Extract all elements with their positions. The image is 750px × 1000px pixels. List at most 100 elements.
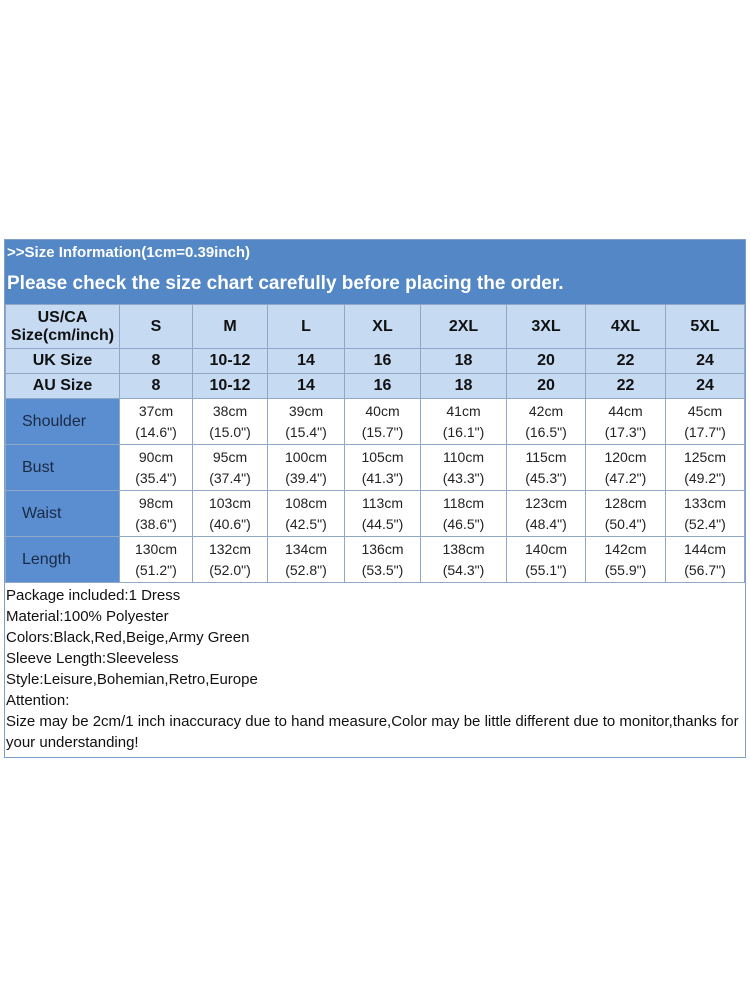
cm-value: 105cm	[361, 448, 404, 465]
cm-value: 128cm	[604, 494, 647, 511]
inch-value: (16.1")	[442, 423, 485, 440]
size-info-title: >>Size Information(1cm=0.39inch)	[7, 244, 250, 261]
note-line: Material:100% Polyester	[6, 608, 169, 625]
measurement-cell: 95cm (37.4")	[192, 444, 268, 491]
inch-value: (14.6")	[135, 423, 177, 440]
cm-value: 123cm	[524, 494, 568, 511]
inch-value: (55.9")	[604, 561, 647, 578]
note-line: Attention:	[6, 692, 70, 709]
measurement-label: Length	[5, 536, 120, 583]
size-chart: >>Size Information(1cm=0.39inch) Please …	[4, 239, 746, 758]
measurement-cell: 105cm (41.3")	[344, 444, 421, 491]
inch-value: (17.7")	[684, 423, 726, 440]
cm-value: 130cm	[134, 540, 178, 557]
size-header-cell: 2XL	[420, 304, 507, 349]
cm-value: 41cm	[446, 402, 481, 419]
cm-value: 133cm	[683, 494, 727, 511]
inch-value: (15.7")	[361, 423, 404, 440]
measurement-cell: 108cm (42.5")	[267, 490, 345, 537]
cm-value: 40cm	[365, 402, 400, 419]
cm-value: 118cm	[443, 494, 484, 511]
au-size-cell: 8	[119, 373, 193, 399]
inch-value: (17.3")	[604, 423, 647, 440]
measurement-cell: 120cm (47.2")	[585, 444, 666, 491]
size-header-cell: M	[192, 304, 268, 349]
au-size-cell: 22	[585, 373, 666, 399]
inch-value: (55.1")	[525, 561, 567, 578]
header-banner: >>Size Information(1cm=0.39inch) Please …	[5, 240, 745, 304]
au-size-cell: 16	[344, 373, 421, 399]
size-header-label: US/CA Size(cm/inch)	[5, 304, 120, 349]
measurement-label: Shoulder	[5, 398, 120, 445]
cm-value: 37cm	[138, 402, 174, 419]
measurement-cell: 39cm (15.4")	[267, 398, 345, 445]
inch-value: (43.3")	[442, 469, 485, 486]
cm-value: 138cm	[442, 540, 485, 557]
cm-value: 95cm	[212, 448, 248, 465]
measurement-cell: 40cm (15.7")	[344, 398, 421, 445]
inch-value: (52.0")	[209, 561, 251, 578]
cm-value: 136cm	[361, 540, 404, 557]
measurement-cell: 100cm (39.4")	[267, 444, 345, 491]
note-line: Package included:1 Dress	[6, 587, 181, 604]
note-line: Style:Leisure,Bohemian,Retro,Europe	[6, 671, 258, 688]
measurement-cell: 38cm (15.0")	[192, 398, 268, 445]
cm-value: 100cm	[284, 448, 328, 465]
inch-value: (52.8")	[285, 561, 327, 578]
measurement-cell: 136cm (53.5")	[344, 536, 421, 583]
measurement-cell: 125cm (49.2")	[665, 444, 745, 491]
inch-value: (45.3")	[525, 469, 567, 486]
measurement-cell: 90cm (35.4")	[119, 444, 193, 491]
measurement-label: Waist	[5, 490, 120, 537]
au-size-label: AU Size	[5, 373, 120, 399]
measurement-row: Bust 90cm (35.4") 95cm (37.4") 100cm (39.4") 10…	[5, 444, 745, 491]
cm-value: 42cm	[528, 402, 564, 419]
cm-value: 120cm	[604, 448, 647, 465]
uk-size-cell: 22	[585, 348, 666, 374]
cm-value: 45cm	[687, 402, 723, 419]
cm-value: 39cm	[288, 402, 324, 419]
inch-value: (16.5")	[525, 423, 567, 440]
cm-value: 110cm	[443, 448, 484, 465]
cm-value: 132cm	[208, 540, 252, 557]
inch-value: (47.2")	[604, 469, 647, 486]
cm-value: 144cm	[683, 540, 727, 557]
measurement-row: Waist 98cm (38.6") 103cm (40.6") 108cm (42.5")…	[5, 490, 745, 537]
measurement-cell: 128cm (50.4")	[585, 490, 666, 537]
measurement-cell: 115cm (45.3")	[506, 444, 586, 491]
uk-size-label: UK Size	[5, 348, 120, 374]
size-header-cell: 5XL	[665, 304, 745, 349]
measurement-cell: 133cm (52.4")	[665, 490, 745, 537]
measurement-cell: 142cm (55.9")	[585, 536, 666, 583]
measurement-cell: 44cm (17.3")	[585, 398, 666, 445]
product-notes: Package included:1 Dress Material:100% Po…	[5, 583, 745, 757]
measurement-cell: 98cm (38.6")	[119, 490, 193, 537]
inch-value: (52.4")	[684, 515, 726, 532]
uk-size-cell: 20	[506, 348, 586, 374]
inch-value: (50.4")	[604, 515, 647, 532]
inch-value: (48.4")	[525, 515, 567, 532]
inch-value: (39.4")	[285, 469, 327, 486]
measurement-cell: 123cm (48.4")	[506, 490, 586, 537]
inch-value: (56.7")	[684, 561, 726, 578]
inch-value: (51.2")	[135, 561, 177, 578]
cm-value: 103cm	[208, 494, 252, 511]
uk-size-cell: 18	[420, 348, 507, 374]
inch-value: (49.2")	[684, 469, 726, 486]
cm-value: 125cm	[683, 448, 727, 465]
au-size-cell: 18	[420, 373, 507, 399]
measurement-cell: 132cm (52.0")	[192, 536, 268, 583]
uk-size-cell: 8	[119, 348, 193, 374]
measurement-cell: 42cm (16.5")	[506, 398, 586, 445]
au-size-cell: 10-12	[192, 373, 268, 399]
size-header-cell: 3XL	[506, 304, 586, 349]
measurement-cell: 110cm (43.3")	[420, 444, 507, 491]
note-line: Size may be 2cm/1 inch inaccuracy due to…	[6, 713, 739, 751]
uk-size-cell: 24	[665, 348, 745, 374]
measurement-cell: 113cm (44.5")	[344, 490, 421, 537]
cm-value: 113cm	[362, 494, 403, 511]
measurement-cell: 140cm (55.1")	[506, 536, 586, 583]
measurement-row: Shoulder 37cm (14.6") 38cm (15.0") 39cm (15.4"…	[5, 398, 745, 445]
cm-value: 142cm	[604, 540, 647, 557]
note-line: Sleeve Length:Sleeveless	[6, 650, 179, 667]
